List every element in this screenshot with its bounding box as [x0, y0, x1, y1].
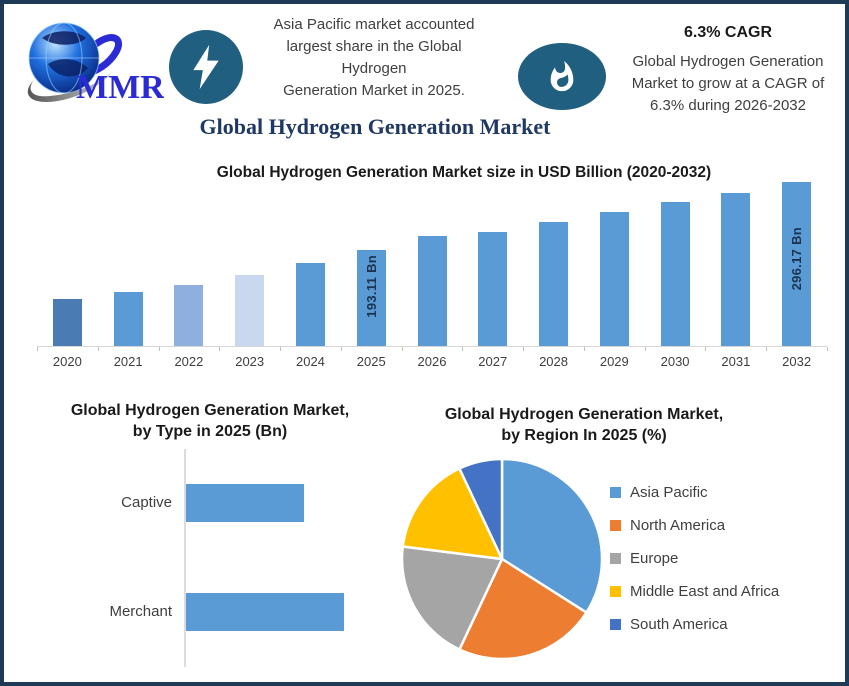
x-axis-tick [523, 347, 525, 351]
flame-badge [518, 43, 606, 110]
market-size-x-labels: 2020 2021 2022 2023 2024 2025 2026 2027 2028 2029… [37, 354, 827, 372]
region-pie-legend: Asia Pacific North America Europe Middle Ea… [610, 482, 779, 647]
type-bar-captive [186, 484, 304, 522]
x-tick-label-2026: 2026 [417, 354, 447, 369]
x-tick-label-2032: 2032 [782, 354, 812, 369]
market-size-plot: 193.11 Bn 296.17 Bn [37, 182, 827, 346]
lightning-bolt-icon [193, 44, 219, 90]
x-axis-tick [340, 347, 342, 351]
region-chart-title-line: by Region In 2025 (%) [501, 427, 667, 444]
type-chart-title: Global Hydrogen Generation Market, by Ty… [34, 400, 386, 442]
bar-2022 [174, 285, 204, 346]
x-axis-tick [827, 347, 828, 351]
market-size-x-axis [37, 346, 827, 347]
type-chart-title-line: by Type in 2025 (Bn) [132, 423, 288, 440]
x-axis-tick [705, 347, 707, 351]
headline-line: Generation Market in 2025. [283, 82, 465, 99]
region-chart-title: Global Hydrogen Generation Market, by Re… [424, 404, 744, 446]
x-axis-tick [766, 347, 768, 351]
headline-line: Asia Pacific market accounted [273, 16, 475, 33]
bar-2020 [52, 299, 82, 346]
x-tick-label-2022: 2022 [174, 354, 204, 369]
legend-swatch-icon [610, 519, 621, 531]
headline-left: Asia Pacific market accounted largest sh… [252, 14, 496, 102]
market-size-chart-title: Global Hydrogen Generation Market size i… [216, 164, 712, 181]
bar-2028 [539, 222, 569, 346]
x-tick-label-2030: 2030 [660, 354, 690, 369]
cagr-heading: 6.3% CAGR [683, 24, 773, 41]
x-tick-label-2021: 2021 [113, 354, 143, 369]
globe-icon [27, 22, 122, 102]
cagr-text: Global Hydrogen Generation Market to gro… [612, 51, 844, 117]
legend-item-north-america: North America [610, 515, 779, 535]
legend-item-south-america: South America [610, 614, 779, 634]
x-tick-label-2023: 2023 [235, 354, 265, 369]
legend-item-europe: Europe [610, 548, 779, 568]
mmr-logo: MMR [27, 22, 164, 106]
x-tick-label-2029: 2029 [599, 354, 629, 369]
x-axis-tick [37, 347, 38, 351]
legend-swatch-icon [610, 618, 621, 630]
x-axis-tick [583, 347, 585, 351]
cagr-line: 6.3% during 2026-2032 [650, 97, 806, 114]
x-axis-tick [280, 347, 282, 351]
cagr-line: Market to grow at a CAGR of [631, 75, 825, 92]
x-tick-label-2031: 2031 [721, 354, 751, 369]
bar-2032: 296.17 Bn [782, 182, 812, 346]
headline-line: largest share in the Global Hydrogen [286, 38, 462, 77]
bar-2026 [417, 236, 447, 346]
bar-2025: 193.11 Bn [356, 250, 386, 346]
x-tick-label-2024: 2024 [295, 354, 325, 369]
x-tick-label-2028: 2028 [539, 354, 568, 369]
type-bar-merchant [186, 593, 344, 631]
x-axis-tick [401, 347, 403, 351]
region-chart-title-line: Global Hydrogen Generation Market, [444, 406, 724, 423]
bar-2021 [113, 292, 143, 346]
x-tick-label-2025: 2025 [356, 354, 386, 369]
legend-item-middle-east-and-africa: Middle East and Africa [610, 581, 779, 601]
x-axis-tick [97, 347, 99, 351]
region-pie-chart [400, 457, 604, 661]
type-chart-title-line: Global Hydrogen Generation Market, [70, 402, 350, 419]
x-tick-label-2027: 2027 [478, 354, 508, 369]
cagr-line: Global Hydrogen Generation [632, 53, 824, 70]
type-label-captive: Captive [121, 494, 172, 511]
bar-2029 [599, 212, 629, 346]
type-plot: Captive Merchant [34, 449, 386, 669]
bar-2030 [660, 202, 690, 346]
legend-swatch-icon [610, 486, 621, 498]
bar-2023 [235, 275, 265, 346]
flame-icon [550, 60, 574, 91]
pie-slice-europe [400, 545, 504, 651]
bar-2027 [478, 232, 508, 346]
legend-label: South America [630, 615, 728, 633]
type-y-axis [184, 449, 186, 667]
bar-data-label-2025: 193.11 Bn [364, 255, 380, 318]
legend-swatch-icon [610, 585, 621, 597]
bar-data-label-2032: 296.17 Bn [789, 227, 805, 291]
page-title: Global Hydrogen Generation Market [199, 114, 551, 139]
pie-slice-south-america [458, 457, 504, 561]
x-axis-tick [219, 347, 221, 351]
lightning-badge [169, 30, 243, 104]
legend-label: North America [630, 516, 726, 534]
cagr-block: 6.3% CAGR Global Hydrogen Generation Mar… [612, 24, 844, 117]
legend-swatch-icon [610, 552, 621, 564]
x-tick-label-2020: 2020 [52, 354, 82, 369]
pie-slice-middle-east-and-africa [401, 467, 504, 561]
bar-2031 [721, 193, 751, 346]
x-axis-tick [158, 347, 160, 351]
x-axis-tick [462, 347, 464, 351]
legend-item-asia-pacific: Asia Pacific [610, 482, 779, 502]
x-axis-tick [644, 347, 646, 351]
legend-label: Middle East and Africa [630, 582, 780, 600]
legend-label: Asia Pacific [630, 483, 708, 501]
logo-text: MMR [76, 69, 164, 106]
bar-2024 [295, 263, 325, 346]
type-label-merchant: Merchant [109, 603, 172, 620]
legend-label: Europe [630, 549, 679, 567]
